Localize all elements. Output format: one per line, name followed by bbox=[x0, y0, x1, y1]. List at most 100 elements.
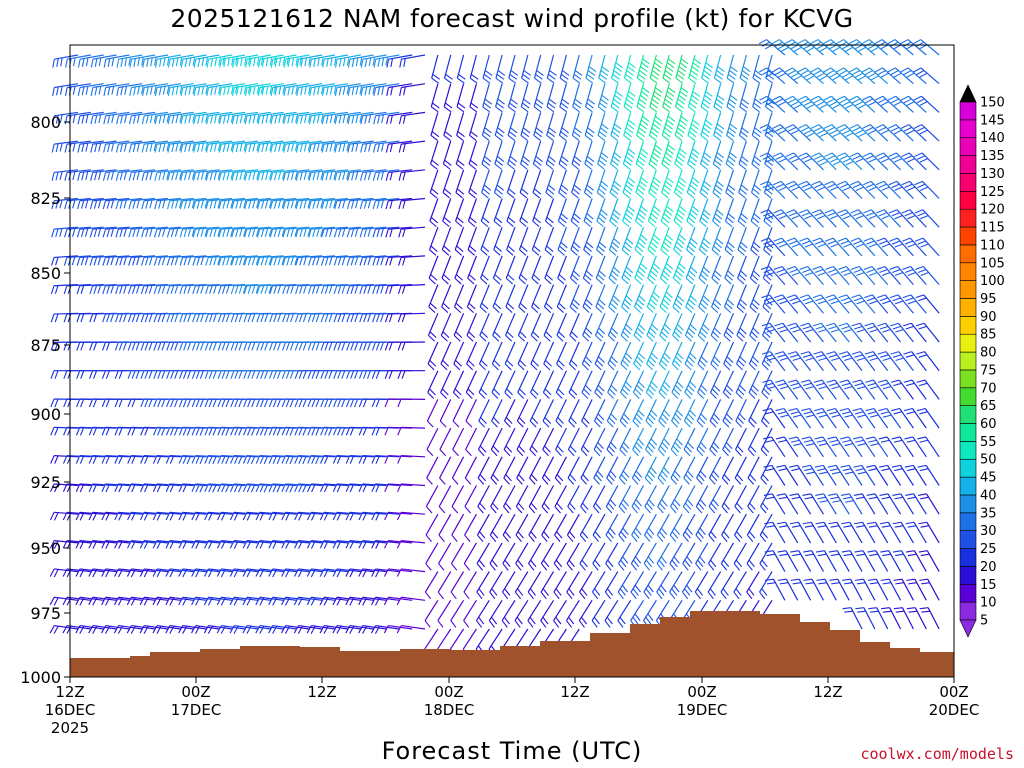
wind-barb bbox=[604, 571, 619, 600]
wind-barb bbox=[333, 255, 361, 266]
wind-barb bbox=[681, 571, 696, 600]
wind-barb bbox=[618, 513, 632, 542]
wind-barb bbox=[862, 124, 889, 142]
wind-barb bbox=[206, 111, 233, 125]
wind-barb bbox=[699, 169, 711, 199]
wind-barb bbox=[555, 399, 567, 428]
x-tick-label: 12Z bbox=[307, 683, 336, 701]
wind-barb bbox=[320, 284, 348, 295]
wind-barb bbox=[481, 140, 492, 170]
colorbar-segment bbox=[959, 530, 977, 549]
wind-barb bbox=[854, 550, 876, 572]
wind-barb bbox=[516, 399, 529, 428]
colorbar-segment bbox=[959, 137, 977, 156]
wind-barb bbox=[102, 284, 130, 295]
wind-barb bbox=[877, 322, 902, 343]
wind-barb bbox=[916, 351, 940, 372]
x-tick-label: 18DEC bbox=[424, 701, 475, 719]
wind-barb bbox=[295, 169, 323, 181]
wind-barb bbox=[865, 379, 889, 400]
wind-barb bbox=[622, 140, 636, 170]
wind-barb bbox=[708, 456, 722, 485]
wind-barb bbox=[257, 54, 284, 68]
wind-barb bbox=[321, 169, 348, 181]
wind-barb bbox=[505, 284, 516, 314]
wind-barb bbox=[218, 111, 246, 125]
wind-barb bbox=[748, 341, 760, 371]
wind-barb bbox=[396, 568, 426, 577]
wind-barb bbox=[658, 370, 671, 399]
colorbar-segment bbox=[959, 583, 977, 603]
wind-barb bbox=[359, 284, 387, 295]
wind-barb bbox=[725, 140, 737, 170]
colorbar: 5 10 15 20 25 30 35 40 45 50 55 60 65 70 75 80 85 90 95 100… bbox=[959, 84, 1005, 638]
wind-barb bbox=[697, 313, 710, 342]
wind-barb bbox=[51, 169, 79, 181]
wind-barb bbox=[631, 485, 645, 514]
wind-barb bbox=[591, 599, 606, 628]
wind-barb bbox=[840, 493, 863, 515]
wind-barb bbox=[862, 180, 889, 199]
wind-barb bbox=[464, 513, 477, 542]
wind-barb bbox=[579, 571, 593, 600]
wind-barb bbox=[724, 198, 736, 228]
colorbar-segment bbox=[959, 262, 977, 281]
wind-barb bbox=[711, 255, 722, 285]
wind-barb bbox=[609, 198, 621, 228]
wind-barb bbox=[295, 284, 323, 295]
wind-barb bbox=[129, 83, 156, 96]
colorbar-label: 45 bbox=[980, 471, 997, 486]
wind-barb bbox=[707, 571, 722, 600]
wind-barb bbox=[440, 370, 452, 399]
wind-barb bbox=[823, 67, 850, 85]
wind-barb bbox=[454, 198, 465, 228]
wind-barb bbox=[567, 485, 580, 514]
wind-barb bbox=[578, 599, 593, 628]
wind-barb bbox=[468, 169, 478, 199]
wind-barb bbox=[77, 140, 104, 153]
wind-barb bbox=[721, 513, 735, 542]
wind-barb bbox=[270, 140, 297, 153]
wind-barb bbox=[777, 550, 799, 572]
wind-barb bbox=[179, 284, 207, 295]
wind-barb bbox=[772, 124, 799, 142]
wind-barb bbox=[507, 83, 518, 113]
wind-barb bbox=[480, 226, 490, 256]
wind-barb bbox=[760, 265, 786, 285]
wind-barb bbox=[764, 521, 786, 544]
wind-barb bbox=[854, 521, 876, 544]
wind-barb bbox=[647, 198, 661, 228]
wind-barb bbox=[683, 427, 696, 457]
wind-barb bbox=[656, 542, 670, 571]
wind-barb bbox=[902, 237, 927, 257]
wind-barb bbox=[154, 169, 181, 181]
wind-barb bbox=[764, 83, 775, 113]
wind-barb bbox=[556, 313, 567, 342]
wind-barb bbox=[758, 39, 786, 56]
wind-barb bbox=[596, 169, 609, 199]
wind-barb bbox=[385, 255, 413, 266]
wind-barb bbox=[634, 255, 648, 285]
wind-barb bbox=[397, 341, 426, 351]
wind-barb bbox=[543, 313, 555, 342]
x-tick-label: 00Z bbox=[687, 683, 716, 701]
wind-barb bbox=[611, 54, 624, 84]
wind-barb bbox=[746, 542, 760, 571]
wind-barb bbox=[828, 550, 850, 572]
wind-barb bbox=[737, 198, 748, 228]
wind-barb bbox=[630, 542, 645, 571]
wind-barb bbox=[648, 169, 661, 199]
wind-barb bbox=[179, 197, 207, 210]
wind-barb bbox=[51, 226, 79, 238]
wind-barb bbox=[467, 226, 478, 256]
wind-barb bbox=[759, 152, 786, 171]
wind-barb bbox=[295, 140, 323, 153]
wind-barb bbox=[774, 351, 799, 372]
wind-barb bbox=[594, 341, 606, 371]
wind-barb bbox=[384, 455, 413, 464]
wind-barb bbox=[877, 351, 902, 372]
wind-barb bbox=[450, 571, 465, 600]
wind-barb bbox=[517, 341, 529, 371]
wind-barb bbox=[154, 111, 181, 125]
wind-barb bbox=[610, 112, 622, 141]
